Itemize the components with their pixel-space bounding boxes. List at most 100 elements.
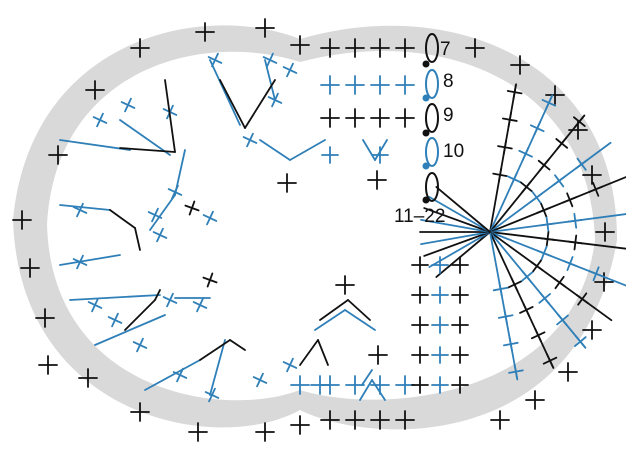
outer-round-stitch-icon (510, 55, 530, 75)
blue-strand (59, 204, 111, 211)
outer-round-stitch-icon (595, 222, 615, 242)
single-crochet-stitch-icon (411, 376, 429, 394)
radial-spoke (420, 218, 491, 233)
single-crochet-stitch-icon (451, 376, 469, 394)
radial-spoke (489, 114, 586, 233)
blue-stitch-icon (132, 337, 148, 353)
outer-round-stitch-icon (255, 422, 275, 442)
blue-strand (119, 119, 171, 156)
outer-round-stitch-icon (35, 308, 55, 328)
outer-round-stitch-icon (195, 22, 215, 42)
single-crochet-stitch-icon (451, 346, 469, 364)
single-crochet-stitch-icon (345, 75, 365, 95)
outer-round-stitch-icon (370, 38, 390, 58)
blue-strand (59, 254, 121, 266)
single-crochet-stitch-icon (451, 316, 469, 334)
outer-round-stitch-icon (370, 410, 390, 430)
increase-stitch-icon (124, 289, 161, 331)
row-label-7: 7 (440, 39, 451, 60)
single-crochet-stitch-icon (321, 146, 339, 164)
single-crochet-stitch-icon (345, 375, 365, 395)
chain-column (422, 33, 439, 204)
row-label-9: 9 (443, 105, 454, 126)
radial-spoke (435, 186, 491, 233)
single-crochet-stitch-icon (320, 108, 340, 128)
blue-stitch-icon (120, 97, 136, 113)
outer-round-stitch-icon (290, 35, 310, 55)
outer-round-stitch-icon (320, 410, 340, 430)
radial-spoke (489, 231, 587, 349)
single-crochet-stitch-icon (411, 346, 429, 364)
radial-spoke (423, 231, 491, 257)
blue-stitch-icon (204, 387, 220, 403)
outer-round-stitch-icon (130, 38, 150, 58)
single-crochet-stitch-icon (431, 376, 449, 394)
radial-spoke (428, 196, 491, 233)
single-crochet-stitch-icon (277, 173, 297, 193)
single-crochet-stitch-icon (431, 256, 449, 274)
outer-round-stitch-icon (255, 18, 275, 38)
stitch-connector (361, 369, 373, 386)
outer-round-stitch-icon (582, 165, 602, 185)
outer-round-stitch-icon (345, 38, 365, 58)
single-crochet-stitch-icon (202, 272, 218, 288)
blue-stitch-icon (202, 210, 218, 226)
blue-strand (209, 59, 241, 126)
blue-strand (289, 139, 326, 161)
increase-stitch-icon (299, 339, 329, 366)
row-label-8: 8 (443, 71, 454, 92)
outer-round-stitch-icon (345, 410, 365, 430)
outer-round-stitch-icon (320, 38, 340, 58)
single-crochet-stitch-icon (395, 108, 415, 128)
radial-spoke (435, 231, 491, 278)
increase-stitch-icon (319, 299, 371, 321)
blue-strand (174, 149, 186, 196)
row-label-11-22: 11–22 (394, 206, 445, 227)
blue-strand (59, 139, 131, 151)
stitch-layer (12, 18, 626, 442)
radial-spoke (489, 176, 626, 233)
outer-round-stitch-icon (490, 410, 510, 430)
single-crochet-stitch-icon (411, 286, 429, 304)
outer-round-stitch-icon (582, 320, 602, 340)
blue-stitch-icon (282, 62, 298, 78)
single-crochet-stitch-icon (367, 170, 387, 190)
outer-round-stitch-icon (48, 145, 68, 165)
blue-stitch-icon (152, 227, 168, 243)
increase-stitch-icon (119, 79, 176, 153)
radial-spoke (489, 231, 626, 287)
slip-stitch-icon (422, 129, 430, 137)
blue-strand (314, 309, 346, 331)
slip-stitch-icon (422, 60, 430, 68)
outer-round-stitch-icon (78, 368, 98, 388)
single-crochet-stitch-icon (184, 200, 200, 216)
single-crochet-stitch-icon (395, 75, 415, 95)
single-crochet-stitch-icon (345, 108, 365, 128)
single-crochet-stitch-icon (370, 75, 390, 95)
single-crochet-stitch-icon (451, 286, 469, 304)
single-crochet-stitch-icon (431, 346, 449, 364)
radial-spoke (489, 231, 555, 369)
blue-stitch-icon (282, 357, 298, 373)
single-crochet-stitch-icon (370, 108, 390, 128)
blue-strand (94, 314, 166, 346)
outer-round-stitch-icon (525, 390, 545, 410)
chain-stitch-icon (425, 33, 439, 63)
single-crochet-stitch-icon (395, 375, 415, 395)
blue-stitch-icon (107, 312, 123, 328)
chain-stitch-icon (425, 103, 439, 133)
outer-round-stitch-icon (558, 362, 578, 382)
single-crochet-stitch-icon (335, 275, 355, 295)
increase-stitch-icon (362, 139, 388, 161)
blue-strand (259, 139, 291, 161)
outer-round-stitch-icon (465, 38, 485, 58)
outer-round-stitch-icon (395, 38, 415, 58)
blue-strand (264, 59, 276, 101)
single-crochet-stitch-icon (411, 256, 429, 274)
blue-strand (69, 294, 161, 301)
slip-stitch-icon (422, 94, 430, 102)
outer-round-stitch-icon (395, 410, 415, 430)
increase-stitch-icon (109, 209, 141, 251)
outer-round-stitch-icon (290, 415, 310, 435)
